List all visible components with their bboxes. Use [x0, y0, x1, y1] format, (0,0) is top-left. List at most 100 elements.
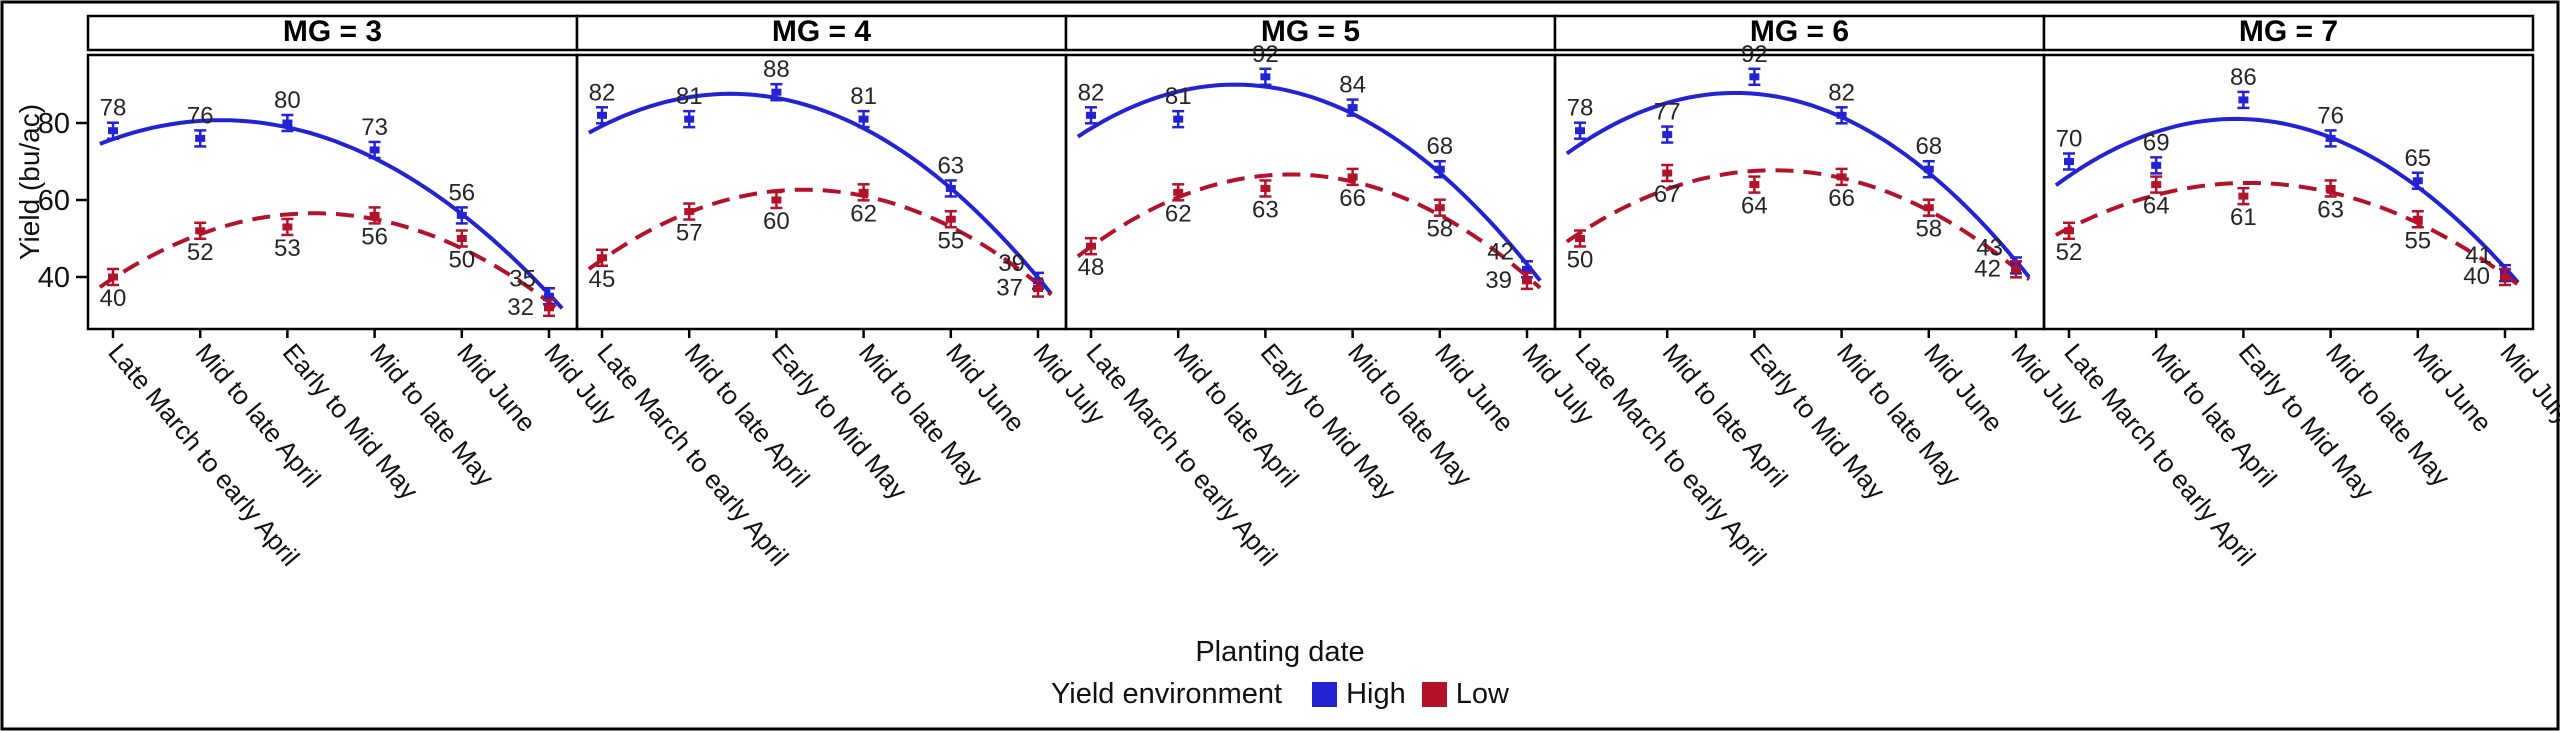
point-value-label: 62 [1165, 200, 1192, 227]
point-marker [1575, 127, 1585, 135]
point-marker [1260, 73, 1271, 81]
point-marker [1575, 235, 1585, 242]
low-data-point: 66 [1339, 167, 1366, 212]
point-marker [1923, 165, 1934, 173]
point-marker [108, 127, 118, 135]
point-value-label: 76 [187, 102, 214, 129]
high-fit-curve [99, 118, 564, 310]
low-data-point: 64 [1741, 175, 1768, 220]
x-tick-label: Mid June [2407, 338, 2498, 438]
point-value-label: 82 [1828, 79, 1855, 106]
high-data-point: 88 [763, 56, 790, 102]
point-value-label: 66 [1339, 185, 1366, 212]
low-data-point: 55 [937, 210, 964, 254]
high-data-point: 78 [100, 95, 126, 140]
x-tick-label: Mid June [451, 338, 542, 438]
point-value-label: 82 [589, 79, 616, 106]
point-marker [1033, 285, 1043, 293]
high-data-point: 76 [2317, 102, 2344, 148]
high-data-point: 69 [2143, 129, 2170, 175]
y-axis-title: Yield (bu/ac) [14, 103, 45, 261]
point-value-label: 39 [1485, 267, 1512, 294]
low-data-point: 63 [1252, 179, 1279, 223]
legend-item-low: Low [1421, 678, 1509, 711]
point-marker [1347, 173, 1358, 181]
point-marker [1434, 204, 1445, 212]
point-marker [2412, 215, 2423, 223]
low-data-point: 48 [1078, 236, 1104, 281]
point-marker [945, 184, 956, 192]
point-value-label: 63 [937, 152, 964, 179]
point-marker [597, 111, 607, 119]
point-marker [369, 211, 380, 219]
point-value-label: 35 [509, 265, 536, 292]
low-data-point: 60 [763, 190, 790, 235]
high-data-point: 82 [1078, 79, 1104, 125]
point-marker [1522, 265, 1532, 273]
point-marker [945, 215, 956, 223]
x-tick-label: Mid June [940, 338, 1031, 438]
point-marker [684, 115, 695, 123]
panel-frame [86, 53, 579, 331]
panel-frame [2042, 53, 2535, 331]
point-value-label: 41 [2465, 242, 2492, 269]
point-value-label: 84 [1339, 72, 1366, 99]
low-data-point: 50 [1567, 229, 1594, 274]
point-marker [1662, 169, 1673, 177]
point-value-label: 57 [676, 220, 703, 247]
point-value-label: 66 [1828, 185, 1855, 212]
point-marker [2325, 184, 2336, 192]
high-data-point: 35 [509, 265, 555, 306]
point-value-label: 40 [100, 285, 127, 312]
point-value-label: 53 [274, 235, 301, 262]
point-marker [1173, 188, 1184, 196]
facet-title: MG = 6 [1750, 15, 1849, 48]
point-value-label: 58 [1915, 216, 1942, 243]
high-data-point: 84 [1339, 72, 1366, 117]
low-data-point: 32 [507, 294, 555, 321]
point-marker [2412, 177, 2423, 185]
point-marker [2064, 158, 2074, 165]
facet-header [2042, 14, 2535, 52]
point-marker [369, 146, 380, 154]
panel-frame [575, 53, 1068, 331]
high-fit-curve [1565, 91, 2031, 279]
point-value-label: 62 [850, 200, 877, 227]
high-data-point: 68 [1915, 133, 1942, 179]
low-data-point: 37 [996, 275, 1044, 302]
high-data-point: 82 [1828, 79, 1855, 125]
legend-label: High [1346, 678, 1406, 710]
point-value-label: 50 [1567, 247, 1594, 274]
point-marker [858, 115, 869, 123]
point-marker [1522, 277, 1532, 285]
high-data-point: 73 [361, 114, 388, 160]
point-marker [282, 223, 293, 231]
point-marker [1434, 165, 1445, 173]
high-data-point: 78 [1567, 95, 1594, 140]
low-data-point: 39 [1485, 267, 1533, 294]
point-value-label: 61 [2230, 204, 2257, 231]
point-value-label: 78 [1567, 95, 1594, 122]
point-value-label: 40 [2463, 263, 2490, 290]
low-data-point: 62 [1165, 183, 1192, 227]
facet-title: MG = 5 [1261, 15, 1360, 48]
point-marker [195, 134, 206, 142]
point-value-label: 76 [2317, 102, 2344, 129]
low-fit-curve [1565, 168, 2031, 282]
low-fit-curve [98, 211, 564, 314]
point-value-label: 64 [1741, 193, 1768, 220]
point-marker [1086, 242, 1096, 250]
high-data-point: 81 [676, 83, 703, 129]
low-data-point: 61 [2230, 186, 2257, 231]
point-value-label: 63 [2317, 196, 2344, 223]
low-data-point: 40 [2463, 263, 2511, 290]
point-value-label: 56 [361, 223, 388, 250]
low-swatch-icon [1421, 682, 1447, 707]
point-value-label: 80 [274, 87, 301, 114]
x-tick-label: Mid June [1429, 338, 1520, 438]
